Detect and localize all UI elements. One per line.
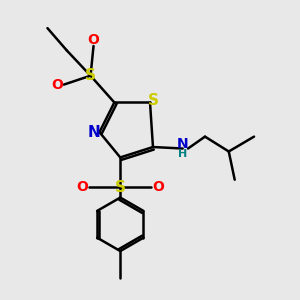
Text: S: S [85, 68, 96, 83]
Text: O: O [76, 180, 88, 194]
Text: O: O [152, 180, 164, 194]
Text: N: N [88, 125, 100, 140]
Text: H: H [178, 149, 187, 159]
Text: N: N [176, 137, 188, 151]
Text: O: O [51, 78, 63, 92]
Text: S: S [148, 93, 159, 108]
Text: S: S [115, 180, 126, 195]
Text: O: O [88, 33, 100, 47]
